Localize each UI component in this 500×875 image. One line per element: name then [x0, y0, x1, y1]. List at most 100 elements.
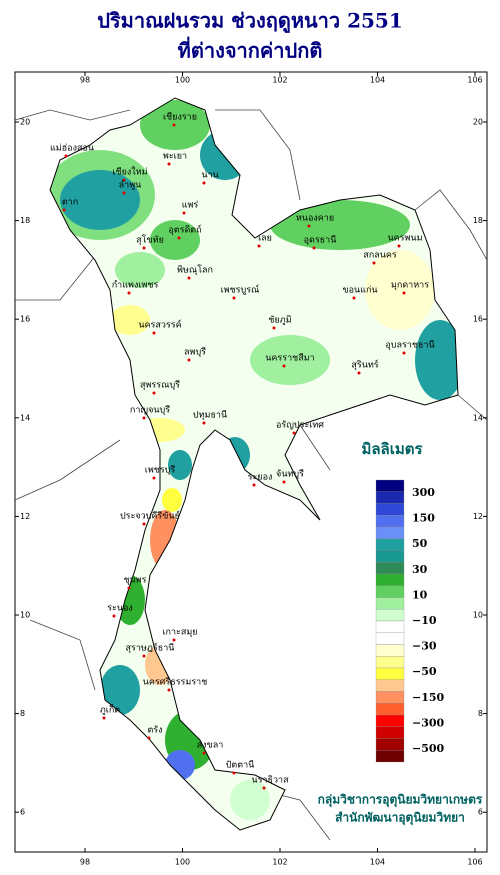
province-label: นครราชสีมา — [265, 353, 314, 364]
province-label: เพชรบูรณ์ — [221, 284, 260, 296]
legend-swatch — [375, 503, 405, 516]
lat-label: 6 — [20, 808, 25, 817]
legend-label: −500 — [412, 742, 445, 755]
station — [352, 296, 356, 300]
province-label: อุตรดิตถ์ — [168, 224, 201, 236]
station — [402, 291, 406, 295]
province-label: ปทุมธานี — [193, 410, 227, 421]
legend-swatch — [375, 479, 405, 492]
legend-label: 150 — [412, 512, 435, 525]
lat-label: 8 — [478, 709, 483, 718]
province-label: ลพบุรี — [184, 347, 206, 358]
lat-label: 14 — [473, 413, 483, 422]
province-label: เชียงราย — [163, 112, 197, 123]
station — [252, 483, 256, 487]
legend: 300 150 50 30 10 −10 −30 −50 −150 −300 −500 — [375, 479, 445, 763]
province-label: อุบลราชธานี — [385, 340, 434, 351]
province-label: อรัญประเทศ — [276, 421, 324, 431]
station — [142, 246, 146, 250]
station — [202, 181, 206, 185]
province-label: เลย — [258, 234, 272, 244]
station — [187, 358, 191, 362]
station — [397, 244, 401, 248]
lat-label: 16 — [20, 315, 30, 324]
legend-title: มิลลิเมตร — [361, 440, 423, 458]
lat-label: 12 — [473, 512, 483, 521]
station — [232, 771, 236, 775]
legend-swatch — [375, 620, 405, 633]
legend-swatch — [375, 573, 405, 586]
lat-label: 20 — [473, 118, 483, 127]
province-label: ภูเก็ต — [100, 703, 120, 716]
province-label: ตรัง — [147, 726, 162, 736]
lat-label: 12 — [20, 512, 30, 521]
province-label: พะเยา — [163, 152, 187, 162]
station — [142, 654, 146, 658]
lat-label: 16 — [473, 315, 483, 324]
station — [152, 331, 156, 335]
lat-label: 6 — [478, 808, 483, 817]
lat-label: 20 — [20, 118, 30, 127]
province-label: สุราษฎร์ธานี — [126, 642, 175, 654]
legend-label: 30 — [412, 563, 428, 576]
legend-swatch — [375, 597, 405, 610]
legend-swatch — [375, 714, 405, 727]
station — [142, 522, 146, 526]
station — [62, 208, 66, 212]
province-label: กำแพงเพชร — [112, 280, 159, 291]
legend-swatch — [375, 656, 405, 669]
station — [172, 123, 176, 127]
province-label: สุรินทร์ — [351, 359, 378, 371]
province-label: สุโขทัย — [136, 235, 164, 246]
province-label: ขอนแก่น — [342, 286, 377, 296]
station — [177, 236, 181, 240]
station — [402, 351, 406, 355]
station — [257, 244, 261, 248]
legend-label: −10 — [412, 614, 437, 627]
province-label: ประจวบคีรีขันธ์ — [120, 510, 180, 522]
province-label: ระยอง — [248, 473, 273, 483]
credit-line: กลุ่มวิชาการอุตุนิยมวิทยาเกษตร — [318, 793, 483, 808]
station — [372, 261, 376, 265]
legend-swatch — [375, 609, 405, 622]
province-label: หนองคาย — [296, 214, 334, 224]
legend-label: −50 — [412, 665, 437, 678]
station — [282, 480, 286, 484]
legend-swatch — [375, 526, 405, 539]
station — [102, 716, 106, 720]
lon-label: 100 — [175, 858, 190, 867]
station — [112, 614, 116, 618]
station — [142, 416, 146, 420]
province-label: เกาะสมุย — [162, 628, 197, 638]
province-label: เชียงใหม่ — [112, 167, 147, 178]
legend-label: 300 — [412, 486, 435, 499]
province-label: ชัยภูมิ — [268, 315, 291, 326]
province-label: สงขลา — [197, 741, 224, 751]
legend-swatch — [375, 691, 405, 704]
province-label: ปัตตานี — [226, 760, 255, 771]
legend-swatch — [375, 550, 405, 563]
lon-label: 104 — [370, 858, 385, 867]
station — [272, 326, 276, 330]
province-label: สุพรรณบุรี — [140, 380, 180, 391]
legend-swatch — [375, 491, 405, 504]
legend-label: −300 — [412, 716, 445, 729]
credit-line: สำนักพัฒนาอุตุนิยมวิทยา — [335, 811, 465, 826]
province-label: กาญจนบุรี — [130, 405, 170, 416]
lat-label: 10 — [20, 611, 30, 620]
title: ปริมาณฝนรวม ช่วงฤดูหนาว 2551 — [97, 9, 403, 35]
legend-swatch — [375, 703, 405, 716]
neighbours — [14, 109, 488, 841]
lon-label: 98 — [80, 76, 90, 85]
station — [167, 688, 171, 692]
lon-label: 102 — [272, 76, 287, 85]
province-label: เพชรบุรี — [145, 465, 176, 476]
province-label: พิษณุโลก — [177, 265, 213, 276]
station — [152, 476, 156, 480]
province-label: อุดรธานี — [304, 235, 337, 246]
lon-label: 104 — [370, 76, 385, 85]
province-label: แม่ฮ่องสอน — [50, 144, 94, 154]
station — [232, 296, 236, 300]
